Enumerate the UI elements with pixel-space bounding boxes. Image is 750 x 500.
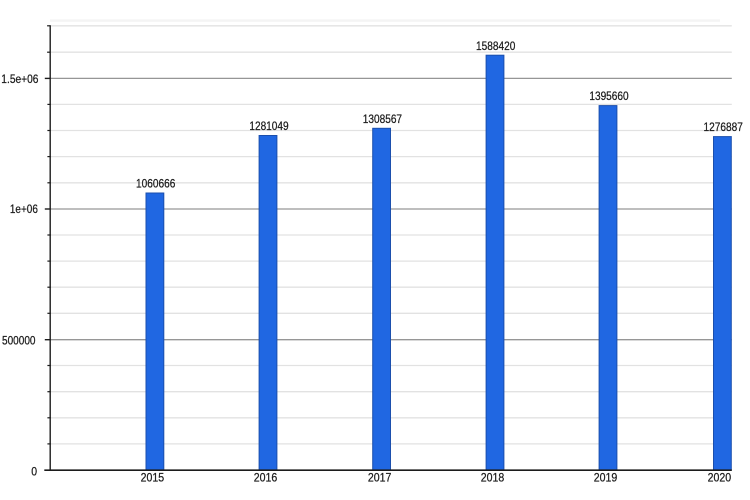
svg-text:0: 0 [31,464,37,478]
svg-text:1588420: 1588420 [476,39,516,53]
svg-text:1395660: 1395660 [589,89,629,103]
svg-text:2019: 2019 [594,471,618,485]
svg-text:2017: 2017 [368,471,392,485]
svg-text:1276887: 1276887 [704,120,744,134]
svg-text:500000: 500000 [2,334,36,348]
svg-text:2015: 2015 [141,471,165,485]
svg-text:2018: 2018 [481,471,505,485]
svg-text:1308567: 1308567 [363,112,403,126]
svg-text:1.5e+06: 1.5e+06 [1,72,38,86]
svg-text:2016: 2016 [254,471,278,485]
svg-text:1e+06: 1e+06 [10,202,38,216]
svg-text:1281049: 1281049 [249,119,289,133]
svg-text:2020: 2020 [708,471,732,485]
svg-text:1060666: 1060666 [136,177,176,191]
